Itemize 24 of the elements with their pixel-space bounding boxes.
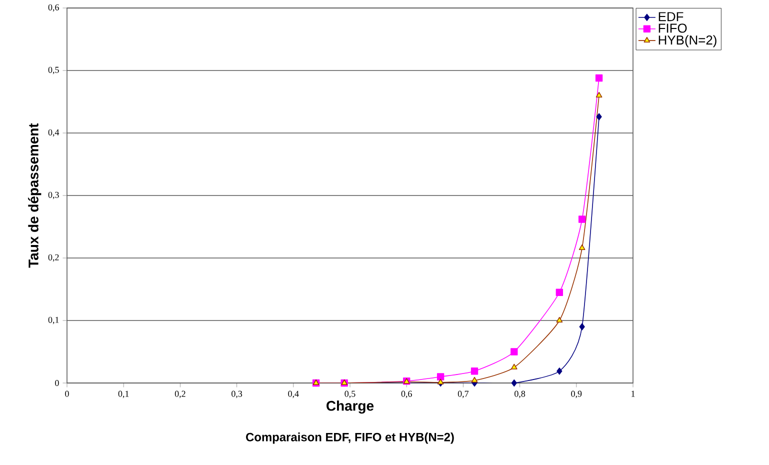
legend-label: EDF xyxy=(658,12,684,22)
x-tick-label: 0,2 xyxy=(174,390,186,398)
x-tick-label: 0,1 xyxy=(118,390,129,398)
y-tick-label: 0,3 xyxy=(48,192,59,200)
legend-label: FIFO xyxy=(658,24,687,33)
x-tick-label: 0,7 xyxy=(458,390,469,398)
x-tick-label: 0,3 xyxy=(232,390,242,398)
x-tick-label: 0,4 xyxy=(288,390,299,398)
y-axis-title: Taux de dépassement xyxy=(28,123,42,268)
x-tick-label: 0,9 xyxy=(571,390,582,398)
y-tick-label: 0,2 xyxy=(48,254,59,262)
x-axis-title: Charge xyxy=(326,400,374,414)
x-tick-label: 1 xyxy=(632,390,635,397)
text: Comparaison EDF, FIFO et HYB(N=2) xyxy=(246,432,454,444)
y-tick-label: 0 xyxy=(55,380,59,386)
y-tick-label: 0,5 xyxy=(48,66,59,74)
y-tick-label: 0,6 xyxy=(48,4,59,12)
x-tick-label: 0 xyxy=(65,390,69,397)
x-tick-label: 0,6 xyxy=(401,390,412,398)
y-tick-label: 0,4 xyxy=(48,129,60,137)
y-tick-label: 0,1 xyxy=(48,316,59,324)
x-tick-label: 0,5 xyxy=(344,390,356,398)
legend-label: HYB(N=2) xyxy=(658,35,716,48)
x-tick-label: 0,8 xyxy=(514,390,526,398)
